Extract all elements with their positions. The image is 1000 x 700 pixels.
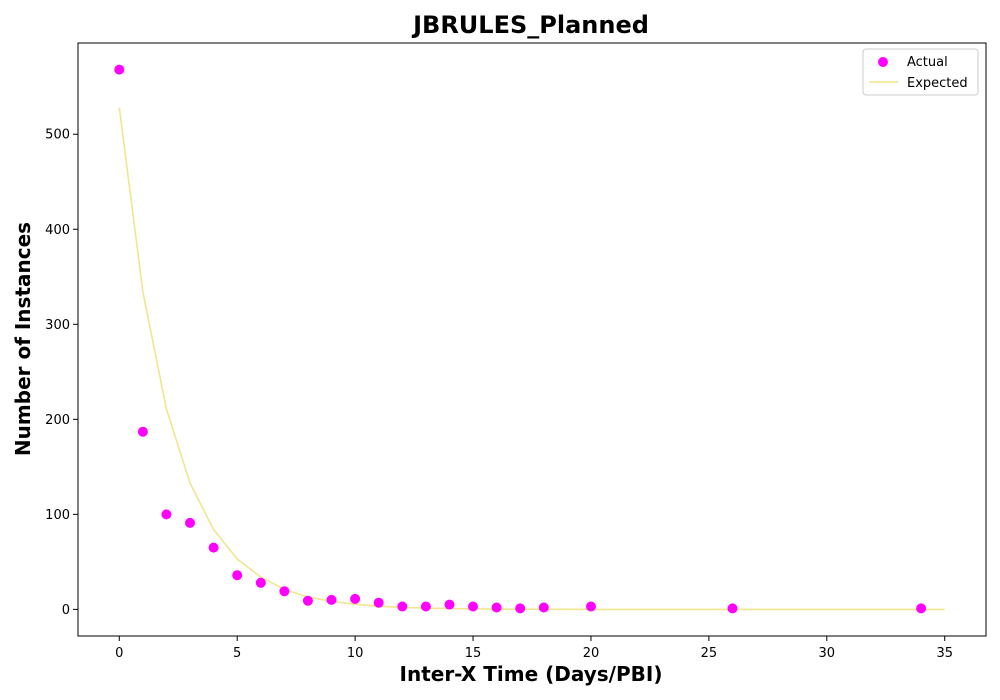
actual-point xyxy=(515,603,526,614)
x-axis-label: Inter-X Time (Days/PBI) xyxy=(400,662,663,686)
actual-point xyxy=(468,601,478,612)
actual-points-layer xyxy=(114,64,927,614)
x-tick-label: 0 xyxy=(115,646,123,661)
actual-point xyxy=(373,597,384,608)
actual-point xyxy=(114,64,125,75)
actual-point xyxy=(444,599,455,610)
y-axis-ticks: 0 100 200 300 400 500 xyxy=(45,128,78,618)
x-tick-label: 15 xyxy=(465,646,482,661)
y-tick-label: 100 xyxy=(45,508,70,523)
actual-point xyxy=(350,593,361,604)
x-tick-label: 30 xyxy=(819,646,836,661)
plot-area-frame xyxy=(77,42,987,637)
chart-title: JBRULES_Planned xyxy=(411,11,649,39)
actual-point xyxy=(491,602,502,613)
actual-point xyxy=(538,602,549,613)
actual-point xyxy=(185,517,195,528)
y-axis-label: Number of Instances xyxy=(11,222,35,456)
x-tick-label: 35 xyxy=(936,646,953,661)
x-tick-label: 20 xyxy=(583,646,600,661)
expected-layer xyxy=(118,107,945,611)
actual-point xyxy=(302,595,313,606)
legend-expected-label: Expected xyxy=(907,76,968,91)
y-tick-label: 300 xyxy=(45,318,70,333)
actual-point xyxy=(326,594,337,605)
legend: Actual Expected xyxy=(862,48,979,96)
legend-box xyxy=(862,48,979,96)
expected-line xyxy=(118,107,945,611)
actual-point xyxy=(916,603,927,614)
actual-point xyxy=(161,509,172,520)
actual-point xyxy=(279,586,290,597)
actual-point xyxy=(727,603,738,614)
x-tick-label: 10 xyxy=(347,646,364,661)
legend-actual-label: Actual xyxy=(907,55,948,70)
x-tick-label: 5 xyxy=(233,646,241,661)
actual-point xyxy=(137,426,148,437)
y-tick-label: 500 xyxy=(45,128,70,143)
actual-point xyxy=(397,601,408,612)
actual-point xyxy=(420,601,431,612)
actual-point xyxy=(232,570,243,581)
y-tick-label: 200 xyxy=(45,413,70,428)
y-tick-label: 0 xyxy=(62,603,70,618)
actual-point xyxy=(208,542,219,553)
x-tick-label: 25 xyxy=(701,646,718,661)
actual-point xyxy=(255,577,266,588)
y-tick-label: 400 xyxy=(45,223,70,238)
x-axis-ticks: 0 5 10 15 20 25 30 35 xyxy=(115,636,953,661)
legend-actual-marker xyxy=(878,57,888,67)
actual-point xyxy=(586,601,596,612)
